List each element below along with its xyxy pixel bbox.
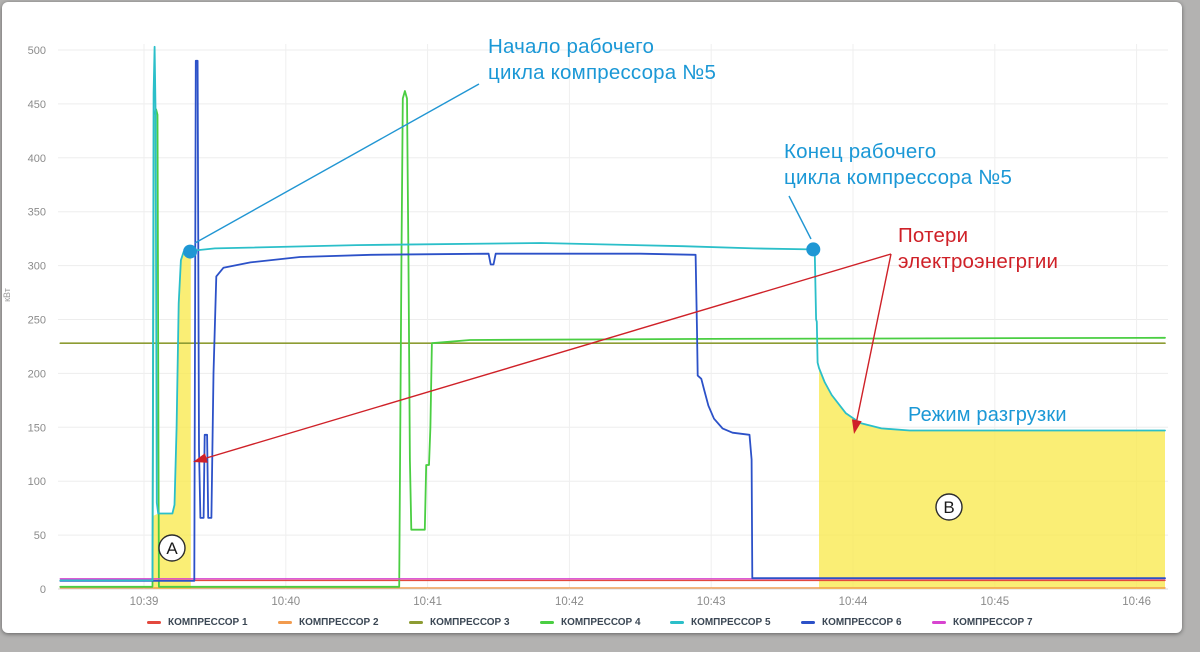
region-label-circle-undefined bbox=[935, 493, 963, 521]
legend-dash bbox=[670, 620, 685, 624]
y-tick-label: 100 bbox=[28, 476, 46, 488]
x-tick-label: 10:46 bbox=[1122, 596, 1151, 608]
cycle-marker-1 bbox=[183, 244, 198, 259]
loss-arrowhead bbox=[851, 419, 862, 434]
region-label-circle-undefined bbox=[158, 534, 186, 562]
legend-item-компрессор-1[interactable]: КОМПРЕССОР 1 bbox=[147, 616, 252, 628]
legend-label: КОМПРЕССОР 6 bbox=[822, 616, 902, 628]
cycle-marker-2 bbox=[806, 242, 821, 257]
series-КОМПРЕССОР 4 bbox=[59, 90, 1166, 588]
legend-label: КОМПРЕССОР 1 bbox=[168, 616, 249, 628]
legend-dash bbox=[931, 620, 946, 624]
x-tick-label: 10:40 bbox=[271, 596, 300, 608]
loss-arrow bbox=[856, 253, 892, 421]
legend-label: КОМПРЕССОР 4 bbox=[560, 616, 641, 628]
y-tick-label: 50 bbox=[34, 530, 46, 542]
region-label-undefined: В bbox=[943, 498, 954, 517]
legend-item-компрессор-5[interactable]: КОМПРЕССОР 5 bbox=[670, 616, 775, 628]
region-label-undefined: А bbox=[166, 539, 178, 558]
callout-line bbox=[788, 195, 812, 240]
legend-label: КОМПРЕССОР 2 bbox=[299, 616, 379, 628]
x-tick-label: 10:43 bbox=[697, 596, 726, 608]
y-tick-label: 0 bbox=[40, 584, 46, 596]
y-tick-label: 200 bbox=[28, 368, 46, 380]
y-tick-label: 400 bbox=[28, 153, 46, 165]
y-tick-label: 250 bbox=[28, 315, 46, 327]
legend-dash bbox=[408, 620, 423, 624]
legend-item-компрессор-6[interactable]: КОМПРЕССОР 6 bbox=[801, 616, 906, 628]
x-tick-label: 10:42 bbox=[555, 596, 584, 608]
legend-dash bbox=[539, 620, 554, 624]
x-tick-label: 10:44 bbox=[839, 596, 868, 608]
y-tick-label: 350 bbox=[28, 207, 46, 219]
legend-item-компрессор-3[interactable]: КОМПРЕССОР 3 bbox=[408, 616, 514, 628]
y-tick-label: 300 bbox=[28, 261, 46, 273]
legend-label: КОМПРЕССОР 3 bbox=[429, 616, 510, 628]
annotation-cycle-end: Конец рабочего цикла компрессора №5 bbox=[784, 140, 1013, 189]
legend: КОМПРЕССОР 1 КОМПРЕССОР 2 КОМПРЕССОР 3 КОМП… bbox=[2, 612, 1182, 632]
annotation-unload-mode: Режим разгрузки bbox=[908, 404, 1067, 426]
legend-label: КОМПРЕССОР 5 bbox=[691, 616, 771, 628]
x-tick-label: 10:41 bbox=[413, 596, 442, 608]
y-tick-label: 500 bbox=[28, 45, 46, 57]
loss-region-A bbox=[153, 251, 191, 589]
legend-dash bbox=[147, 620, 162, 624]
loss-region-B bbox=[819, 370, 1165, 589]
y-tick-label: 150 bbox=[28, 422, 46, 434]
x-tick-label: 10:45 bbox=[980, 596, 1009, 608]
legend-dash bbox=[278, 620, 293, 624]
loss-arrowhead bbox=[193, 453, 208, 463]
annotation-cycle-start: Начало рабочего цикла компрессора №5 bbox=[488, 35, 717, 84]
x-tick-label: 10:39 bbox=[130, 596, 159, 608]
annotation-energy-loss: Потери электроэнегргии bbox=[898, 224, 1059, 273]
legend-item-компрессор-4[interactable]: КОМПРЕССОР 4 bbox=[539, 616, 645, 628]
loss-arrow bbox=[206, 253, 892, 459]
legend-item-компрессор-7[interactable]: КОМПРЕССОР 7 bbox=[931, 616, 1037, 628]
y-axis-unit: кВт bbox=[2, 288, 12, 302]
series-КОМПРЕССОР 5 bbox=[59, 45, 1166, 582]
legend-item-компрессор-2[interactable]: КОМПРЕССОР 2 bbox=[278, 616, 383, 628]
legend-dash bbox=[801, 620, 816, 624]
y-tick-label: 450 bbox=[28, 99, 46, 111]
series-КОМПРЕССОР 6 bbox=[59, 59, 1166, 582]
legend-label: КОМПРЕССОР 7 bbox=[952, 616, 1033, 628]
callout-line bbox=[194, 83, 480, 244]
